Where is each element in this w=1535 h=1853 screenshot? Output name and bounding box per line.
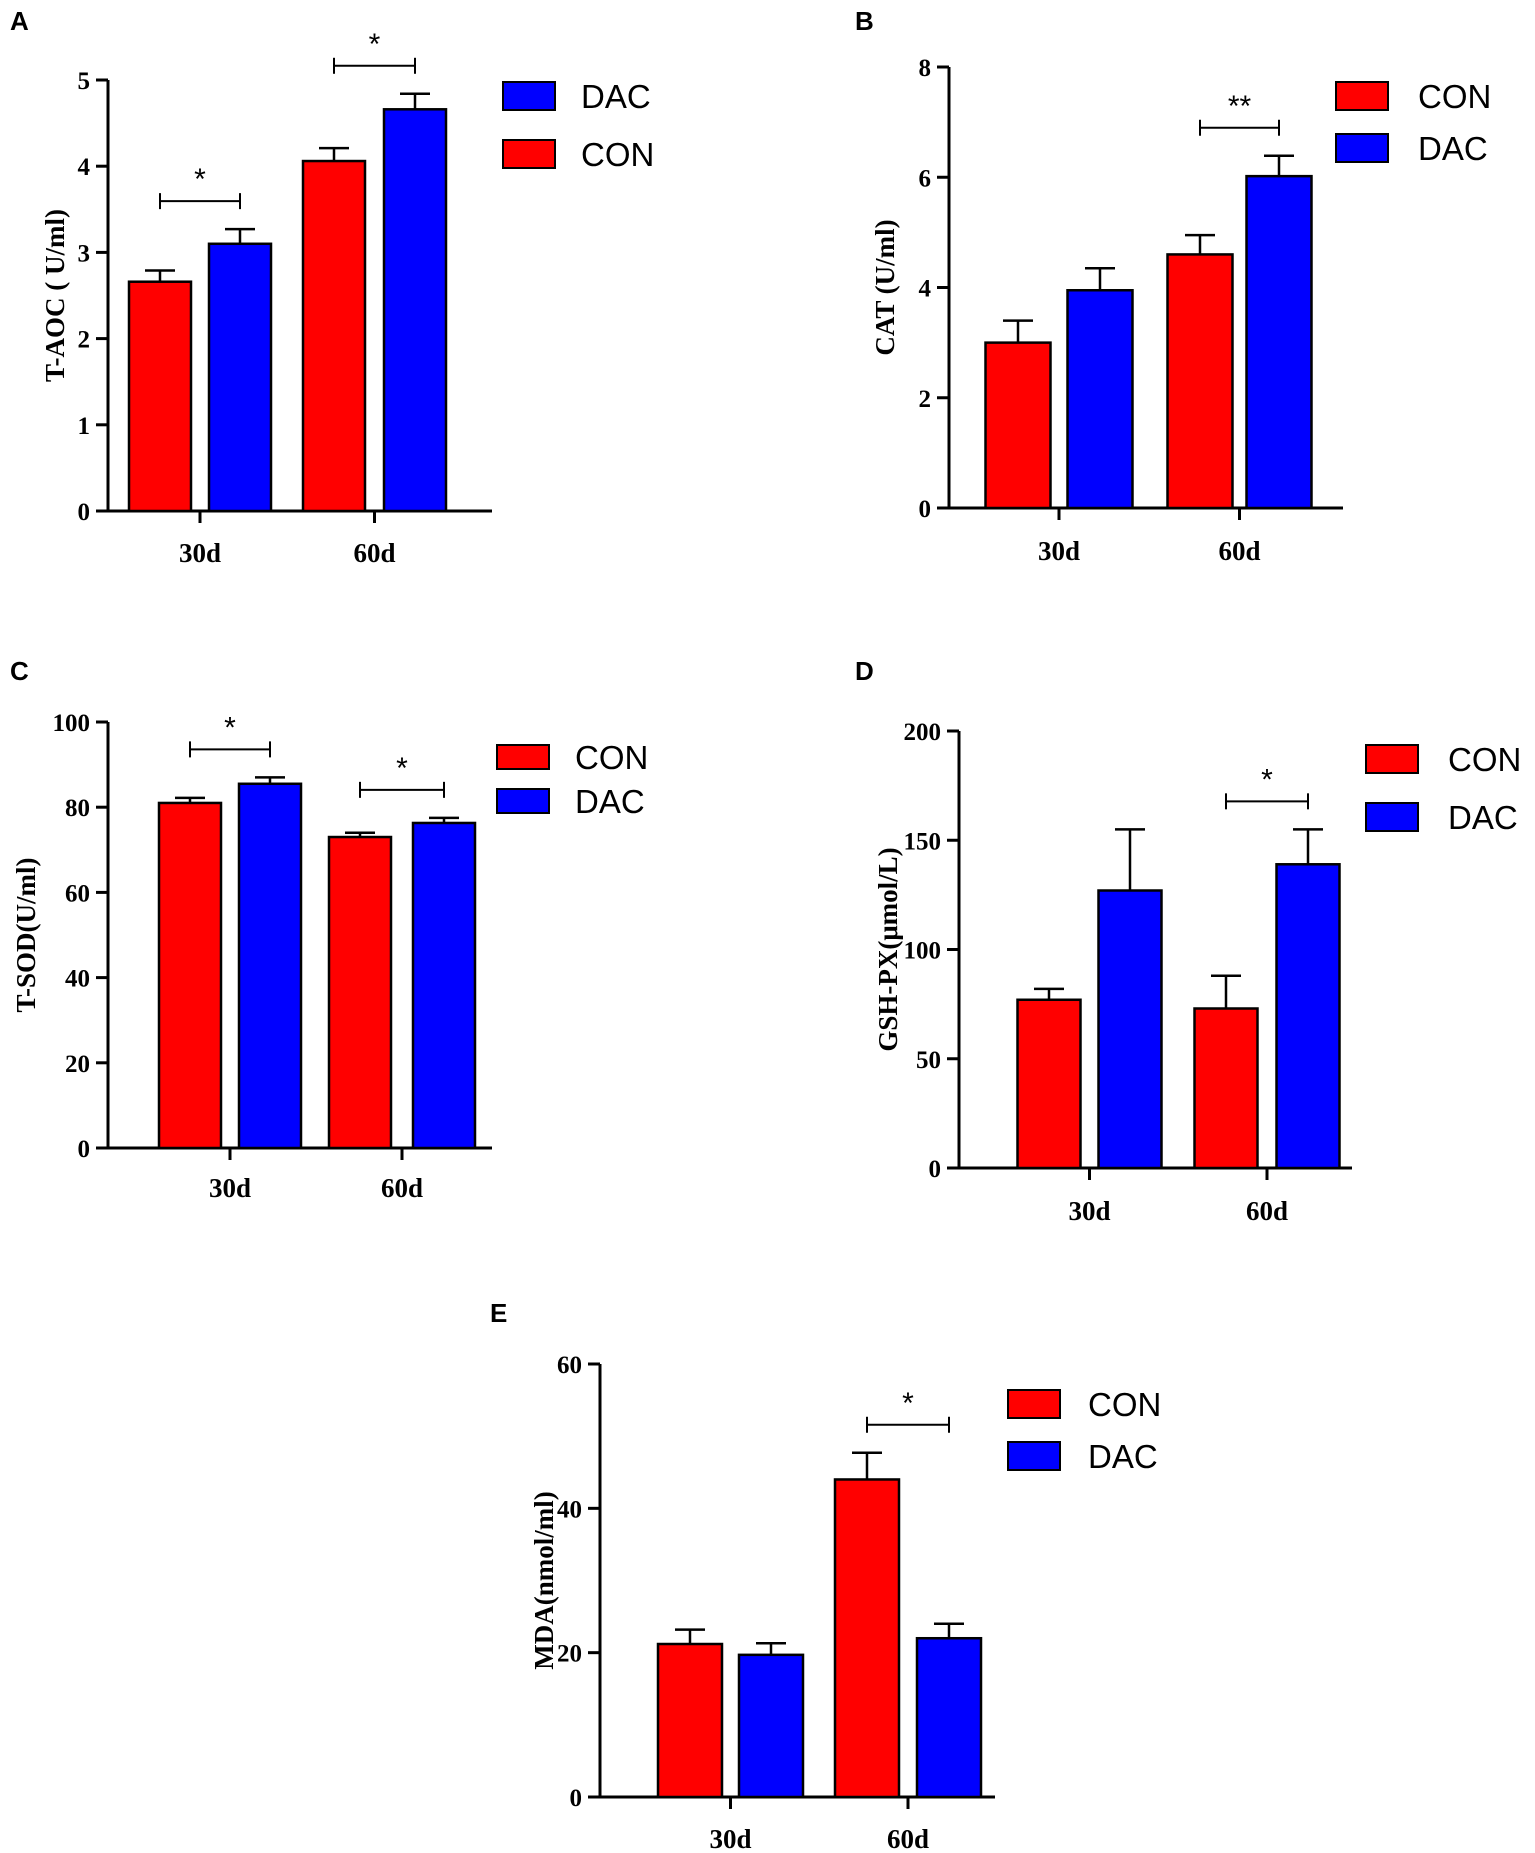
legend-swatch-con: [1007, 1389, 1061, 1419]
panel-e: E 0 20 40 60 MDA(nmol/ml) 30d 60d * CON DAC: [490, 1298, 1161, 1853]
panel-letter-a: A: [10, 6, 29, 36]
legend-label-dac: DAC: [581, 78, 651, 115]
panel-letter-d: D: [855, 656, 874, 686]
significance-label: **: [1228, 90, 1252, 123]
panel-b: B 0 2 4 6 8 CAT (U/ml) 30d 60d ** CON DAC: [855, 6, 1491, 566]
bar-con-60d: [1166, 253, 1234, 510]
y-tick-label: 60: [557, 1352, 582, 1379]
bar-con-60d: [1193, 1007, 1259, 1170]
y-tick-label: 2: [919, 386, 932, 413]
significance-label: *: [902, 1387, 914, 1420]
bar-dac-30d: [1066, 289, 1134, 510]
legend-swatch-dac: [496, 788, 550, 814]
legend-label-con: CON: [1088, 1386, 1161, 1423]
bar-con-30d: [157, 801, 223, 1150]
x-tick-label: 60d: [1246, 1196, 1288, 1226]
legend-swatch-dac: [502, 81, 556, 111]
bar-con-30d: [127, 280, 193, 513]
y-tick-label: 60: [65, 880, 90, 907]
legend-label-dac: DAC: [1088, 1438, 1158, 1475]
y-tick-label: 100: [904, 938, 942, 965]
bar-dac-60d: [411, 821, 477, 1150]
panel-letter-b: B: [855, 6, 874, 36]
y-tick-label: 40: [65, 966, 90, 993]
y-tick-label: 4: [919, 276, 932, 303]
legend-swatch-dac: [1335, 133, 1389, 163]
panel-letter-c: C: [10, 656, 29, 686]
y-tick-label: 0: [78, 499, 91, 526]
legend-label-dac: DAC: [1418, 130, 1488, 167]
panel-a: A 0 1 2 3 4 5 T-AOC ( U/ml) 30d 60d * * DAC CON: [10, 6, 654, 568]
y-tick-label: 0: [919, 496, 932, 523]
bar-con-60d: [301, 159, 367, 513]
bar-dac-30d: [1097, 889, 1163, 1170]
y-tick-label: 150: [904, 828, 942, 855]
y-axis-title: T-SOD(U/ml): [11, 857, 41, 1012]
y-axis-title: GSH-PX(μmol/L): [873, 847, 903, 1051]
y-tick-label: 0: [78, 1136, 91, 1163]
significance-label: *: [369, 28, 381, 61]
y-tick-label: 80: [65, 795, 90, 822]
legend-label-con: CON: [581, 136, 654, 173]
bar-dac-30d: [237, 782, 303, 1150]
x-tick-label: 60d: [381, 1173, 423, 1203]
legend-label-con: CON: [1418, 78, 1491, 115]
y-tick-label: 2: [78, 327, 91, 354]
y-tick-label: 8: [919, 55, 932, 82]
y-tick-label: 1: [78, 413, 91, 440]
y-axis-title: T-AOC ( U/ml): [40, 209, 70, 382]
y-tick-label: 200: [904, 719, 942, 746]
significance-label: *: [224, 711, 236, 744]
legend-label-dac: DAC: [1448, 799, 1518, 836]
legend-label-con: CON: [1448, 741, 1521, 778]
y-tick-label: 6: [919, 165, 932, 192]
y-tick-label: 40: [557, 1496, 582, 1523]
x-tick-label: 30d: [1068, 1196, 1110, 1226]
legend-swatch-con: [502, 139, 556, 169]
significance-label: *: [194, 163, 206, 196]
y-tick-label: 100: [53, 710, 91, 737]
bar-con-60d: [833, 1478, 901, 1799]
x-tick-label: 60d: [887, 1824, 929, 1853]
bar-dac-60d: [915, 1636, 983, 1799]
y-tick-label: 5: [78, 68, 91, 95]
panel-letter-e: E: [490, 1298, 507, 1328]
legend-swatch-con: [496, 744, 550, 770]
x-tick-label: 60d: [1218, 536, 1260, 566]
x-tick-label: 60d: [353, 538, 395, 568]
y-tick-label: 20: [557, 1641, 582, 1668]
panel-c: C 0 20 40 60 80 100 T-SOD(U/ml) 30d 60d * * CON DAC: [10, 656, 648, 1203]
bar-dac-30d: [737, 1653, 805, 1799]
legend-swatch-con: [1365, 744, 1419, 774]
x-tick-label: 30d: [209, 1173, 251, 1203]
legend-label-dac: DAC: [575, 783, 645, 820]
y-tick-label: 3: [78, 240, 91, 267]
y-tick-label: 4: [78, 154, 91, 181]
y-axis-title: CAT (U/ml): [870, 219, 900, 355]
legend-swatch-dac: [1365, 802, 1419, 832]
bar-con-30d: [1016, 998, 1082, 1170]
x-tick-label: 30d: [709, 1824, 751, 1853]
x-tick-label: 30d: [179, 538, 221, 568]
legend-swatch-con: [1335, 81, 1389, 111]
panel-d: D 0 50 100 150 200 GSH-PX(μmol/L) 30d 60d * CON DAC: [855, 656, 1521, 1226]
legend-swatch-dac: [1007, 1441, 1061, 1471]
x-tick-label: 30d: [1038, 536, 1080, 566]
y-tick-label: 0: [929, 1156, 942, 1183]
y-tick-label: 0: [570, 1785, 583, 1812]
y-tick-label: 20: [65, 1051, 90, 1078]
significance-label: *: [1261, 763, 1273, 796]
bar-dac-60d: [1275, 863, 1341, 1170]
bar-con-60d: [327, 835, 393, 1150]
bar-con-30d: [984, 341, 1052, 510]
y-tick-label: 50: [916, 1047, 941, 1074]
y-axis-title: MDA(nmol/ml): [529, 1491, 559, 1669]
bar-dac-30d: [207, 242, 273, 513]
legend-label-con: CON: [575, 739, 648, 776]
bar-dac-60d: [1245, 174, 1313, 510]
bar-dac-60d: [382, 108, 448, 513]
bar-con-30d: [656, 1642, 724, 1799]
significance-label: *: [396, 752, 408, 785]
